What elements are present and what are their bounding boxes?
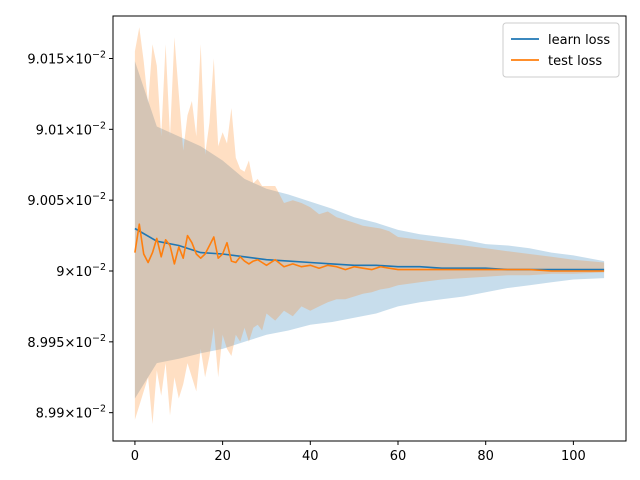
test-loss-band <box>134 27 605 425</box>
learn-loss-band <box>134 61 605 399</box>
x-tick-label: 100 <box>561 449 586 464</box>
y-tick-label: 8.99×10−2 <box>36 404 106 422</box>
y-tick-label: 9.015×10−2 <box>27 50 106 68</box>
y-tick-label: 9×10−2 <box>56 262 106 280</box>
plot-frame <box>112 15 627 442</box>
learn-loss-legend-label: learn loss <box>548 33 610 48</box>
confidence-bands <box>134 27 605 425</box>
test-loss-line <box>134 223 605 272</box>
test-loss-legend-label: test loss <box>548 54 602 69</box>
x-tick-label: 60 <box>390 449 407 464</box>
legend: learn loss test loss <box>502 22 620 78</box>
x-tick-label: 40 <box>302 449 319 464</box>
x-tick-label: 20 <box>214 449 231 464</box>
x-axis-ticks: 0 20 40 60 80 100 <box>131 441 586 464</box>
y-tick-label: 9.005×10−2 <box>27 191 106 209</box>
legend-box <box>502 22 620 78</box>
y-tick-label: 9.01×10−2 <box>36 120 106 138</box>
y-tick-label: 8.995×10−2 <box>27 333 106 351</box>
series-lines <box>134 223 605 272</box>
x-tick-label: 80 <box>477 449 494 464</box>
x-tick-label: 0 <box>131 449 139 464</box>
y-axis-ticks: 8.99×10−2 8.995×10−2 9×10−2 9.005×10−2 9.01×… <box>27 50 113 422</box>
